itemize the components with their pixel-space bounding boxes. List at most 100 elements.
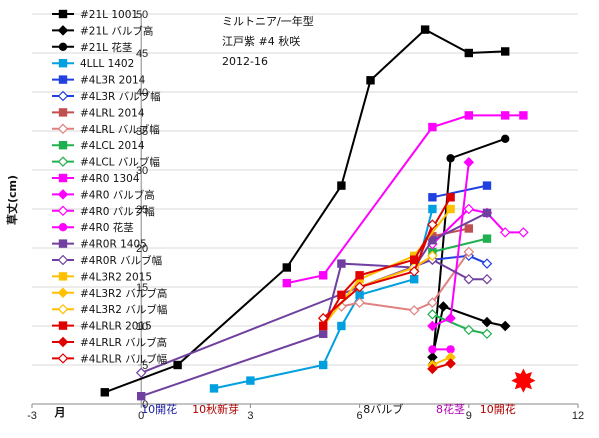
title-line: 2012-16 — [222, 55, 268, 68]
data-point — [58, 173, 68, 183]
legend-item: #4LRL 2014 — [52, 107, 145, 119]
data-point — [482, 181, 492, 190]
data-point — [58, 108, 68, 117]
legend-label: #4LRLR バルブ幅 — [80, 352, 167, 365]
series-group — [209, 204, 437, 393]
data-point — [319, 271, 328, 280]
x-tick-label: -3 — [27, 410, 37, 422]
series-layer — [100, 25, 529, 401]
data-point — [58, 42, 68, 52]
legend-item: 4LLL 1402 — [52, 58, 134, 70]
x-tick-label: 12 — [572, 410, 584, 422]
data-point — [57, 205, 69, 217]
star-marker-layer — [511, 368, 536, 393]
data-point — [446, 193, 455, 202]
data-point — [427, 250, 438, 262]
data-point — [481, 328, 493, 340]
data-point — [499, 320, 511, 332]
data-point — [135, 367, 147, 379]
legend-item: #4L3R 2014 — [52, 75, 146, 87]
series-line — [431, 305, 506, 358]
legend-label: #4L3R2 2015 — [80, 271, 152, 283]
x-tick-label: 3 — [247, 410, 253, 422]
legend-label: #4R0 花茎 — [80, 221, 134, 234]
data-point — [57, 90, 69, 102]
x-annotation: 10開花 — [141, 403, 177, 416]
data-point — [481, 258, 493, 269]
x-annotation: 10秋新芽 — [192, 402, 239, 416]
series-group — [428, 181, 492, 202]
data-point — [337, 321, 346, 331]
legend-item: #4L3R2 2015 — [52, 271, 152, 283]
data-point — [428, 236, 437, 245]
title-line: ミルトニア/一年型 — [222, 14, 314, 28]
data-point — [319, 321, 328, 331]
data-point — [518, 227, 529, 238]
y-axis-label: 草丈(cm) — [5, 175, 19, 225]
data-point — [319, 360, 328, 370]
x-axis-label: 月 — [54, 406, 66, 419]
data-point — [57, 25, 69, 36]
data-point — [446, 154, 455, 163]
data-point — [337, 259, 346, 268]
data-point — [438, 301, 449, 312]
legend-label: #4L3R2 バルブ高 — [80, 287, 167, 300]
legend: #21L 1001 #21L バルブ高 #21L 花茎 4LLL 1402 #4L3R … — [52, 9, 167, 365]
y-tick-label: 40 — [136, 87, 148, 99]
data-point — [501, 47, 510, 56]
data-point — [58, 321, 68, 330]
legend-item: #4LRLR バルブ高 — [52, 336, 167, 349]
y-tick-label: 30 — [136, 165, 148, 177]
data-point — [428, 122, 437, 132]
data-point — [464, 48, 474, 58]
data-point — [463, 156, 475, 168]
legend-item: #4L3R バルブ幅 — [52, 90, 161, 103]
legend-label: #4R0 バルブ幅 — [80, 205, 155, 218]
data-point — [58, 222, 68, 232]
axes — [31, 13, 579, 408]
data-point — [463, 203, 475, 215]
x-tick-labels: -3 0 3 6 9 12 — [27, 410, 584, 422]
data-point — [427, 363, 438, 375]
data-point — [209, 384, 219, 393]
legend-label: #21L 花茎 — [80, 41, 133, 54]
data-point — [137, 392, 146, 401]
data-point — [282, 278, 292, 288]
series-line — [322, 224, 434, 319]
series-line — [432, 184, 488, 199]
data-point — [57, 123, 69, 135]
data-point — [58, 272, 68, 281]
legend-label: #4L3R バルブ幅 — [80, 90, 161, 103]
star-marker — [511, 368, 536, 393]
data-point — [427, 297, 438, 308]
grid-lines — [32, 13, 578, 366]
legend-item: #4LRLR バルブ幅 — [52, 352, 167, 365]
legend-item: #4LRL バルブ幅 — [52, 123, 160, 136]
data-point — [408, 266, 420, 277]
legend-item: #4LCL バルブ幅 — [52, 156, 160, 169]
x-annotation: 8バルブ — [363, 402, 403, 416]
legend-item: #4L3R2 バルブ幅 — [52, 303, 167, 316]
y-tick-label: 50 — [136, 9, 148, 21]
y-tick-label: 20 — [136, 243, 148, 255]
y-tick-label: 35 — [136, 126, 148, 138]
legend-label: #4LRL バルブ幅 — [80, 123, 160, 136]
data-point — [337, 290, 346, 300]
data-point — [355, 290, 364, 300]
data-point — [173, 360, 182, 370]
data-point — [464, 224, 474, 233]
title-line: 江戸紫 #4 秋咲 — [222, 34, 300, 48]
legend-label: #21L 1001 — [80, 9, 138, 21]
data-point — [354, 297, 365, 308]
data-point — [58, 9, 68, 19]
series-line — [432, 227, 470, 238]
data-point — [317, 312, 329, 324]
data-point — [446, 345, 455, 354]
legend-label: #4LRLR バルブ高 — [80, 336, 167, 349]
data-point — [58, 141, 68, 150]
legend-item: #4R0 バルブ幅 — [52, 205, 155, 218]
series-group — [317, 219, 438, 324]
series-group — [282, 111, 528, 288]
